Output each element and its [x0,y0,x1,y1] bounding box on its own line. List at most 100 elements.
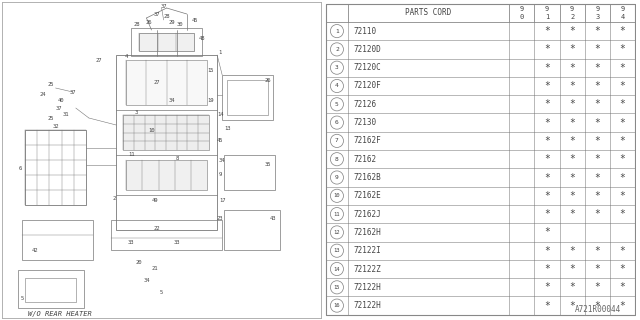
Text: *: * [569,26,575,36]
Text: 72162J: 72162J [353,210,381,219]
Text: *: * [569,172,575,182]
Text: 72120C: 72120C [353,63,381,72]
Text: 72162F: 72162F [353,136,381,145]
Text: PARTS CORD: PARTS CORD [406,8,452,17]
Text: 72162H: 72162H [353,228,381,237]
Text: *: * [620,264,625,274]
Text: 1: 1 [545,14,549,20]
Text: 72130: 72130 [353,118,376,127]
Text: 11: 11 [333,212,340,217]
Text: *: * [569,44,575,54]
Text: 3: 3 [135,110,138,116]
Text: 12: 12 [333,230,340,235]
Text: *: * [544,81,550,91]
Text: *: * [544,300,550,311]
Text: 31: 31 [63,113,69,117]
Text: 13: 13 [224,125,230,131]
Text: 10: 10 [333,193,340,198]
Text: 19: 19 [207,98,213,102]
Text: 72122Z: 72122Z [353,265,381,274]
Text: *: * [544,246,550,256]
Text: *: * [544,264,550,274]
Text: 9: 9 [335,175,339,180]
Text: 5: 5 [335,102,339,107]
Text: *: * [569,154,575,164]
Text: *: * [620,191,625,201]
Text: 3: 3 [335,65,339,70]
Text: 33: 33 [128,241,134,245]
Text: 37: 37 [70,90,76,94]
Text: 27: 27 [96,58,102,62]
Bar [227,80,268,115]
Text: *: * [544,282,550,292]
Text: 14: 14 [217,113,223,117]
Text: *: * [620,117,625,128]
Text: 28: 28 [163,13,170,19]
Text: *: * [620,99,625,109]
Bar [224,210,280,250]
Text: 72162: 72162 [353,155,376,164]
Text: 72110: 72110 [353,27,376,36]
Bar [116,55,217,230]
Text: 15: 15 [207,68,213,73]
Text: *: * [544,228,550,237]
Text: 8: 8 [175,156,179,161]
Text: 30: 30 [177,22,183,28]
Text: *: * [544,209,550,219]
Text: *: * [569,63,575,73]
Text: 9: 9 [545,6,549,12]
Bar [25,278,76,302]
Text: 9: 9 [620,6,625,12]
Text: 7: 7 [335,138,339,143]
Text: 72126: 72126 [353,100,376,109]
Text: *: * [569,117,575,128]
Text: *: * [595,117,600,128]
Text: 1: 1 [218,50,222,54]
Text: 2: 2 [113,196,116,201]
Text: *: * [544,172,550,182]
Text: 49: 49 [151,197,158,203]
Text: 8: 8 [335,157,339,162]
Text: 5: 5 [160,291,163,295]
Text: W/O REAR HEATER: W/O REAR HEATER [28,311,92,317]
Text: 24: 24 [39,92,45,98]
Text: 37: 37 [55,106,62,110]
Text: *: * [569,300,575,311]
Text: *: * [569,209,575,219]
Text: *: * [544,191,550,201]
Text: 35: 35 [264,163,271,167]
Text: *: * [569,81,575,91]
Text: *: * [595,99,600,109]
Text: 72122H: 72122H [353,301,381,310]
Text: *: * [595,26,600,36]
Text: 15: 15 [333,285,340,290]
Text: *: * [595,246,600,256]
Text: 72120F: 72120F [353,82,381,91]
Text: 23: 23 [217,215,223,220]
Text: *: * [620,154,625,164]
Text: 37: 37 [161,4,167,9]
Text: 6: 6 [19,165,22,171]
Text: A721R00044: A721R00044 [575,305,621,314]
Text: 34: 34 [143,277,150,283]
Text: *: * [620,300,625,311]
Text: 22: 22 [154,226,160,230]
Text: 72122I: 72122I [353,246,381,255]
Text: 9: 9 [570,6,574,12]
Text: 4: 4 [620,14,625,20]
Text: *: * [544,117,550,128]
Text: 5: 5 [20,295,24,300]
Text: 33: 33 [173,241,180,245]
Text: 2: 2 [570,14,574,20]
Text: 9: 9 [595,6,600,12]
Text: 14: 14 [333,267,340,271]
Text: *: * [544,136,550,146]
Text: *: * [595,191,600,201]
Text: 43: 43 [269,215,276,220]
Text: 72120D: 72120D [353,45,381,54]
Text: 0: 0 [520,14,524,20]
Text: 29: 29 [168,20,175,25]
Text: *: * [569,264,575,274]
Text: *: * [595,154,600,164]
Text: *: * [569,191,575,201]
